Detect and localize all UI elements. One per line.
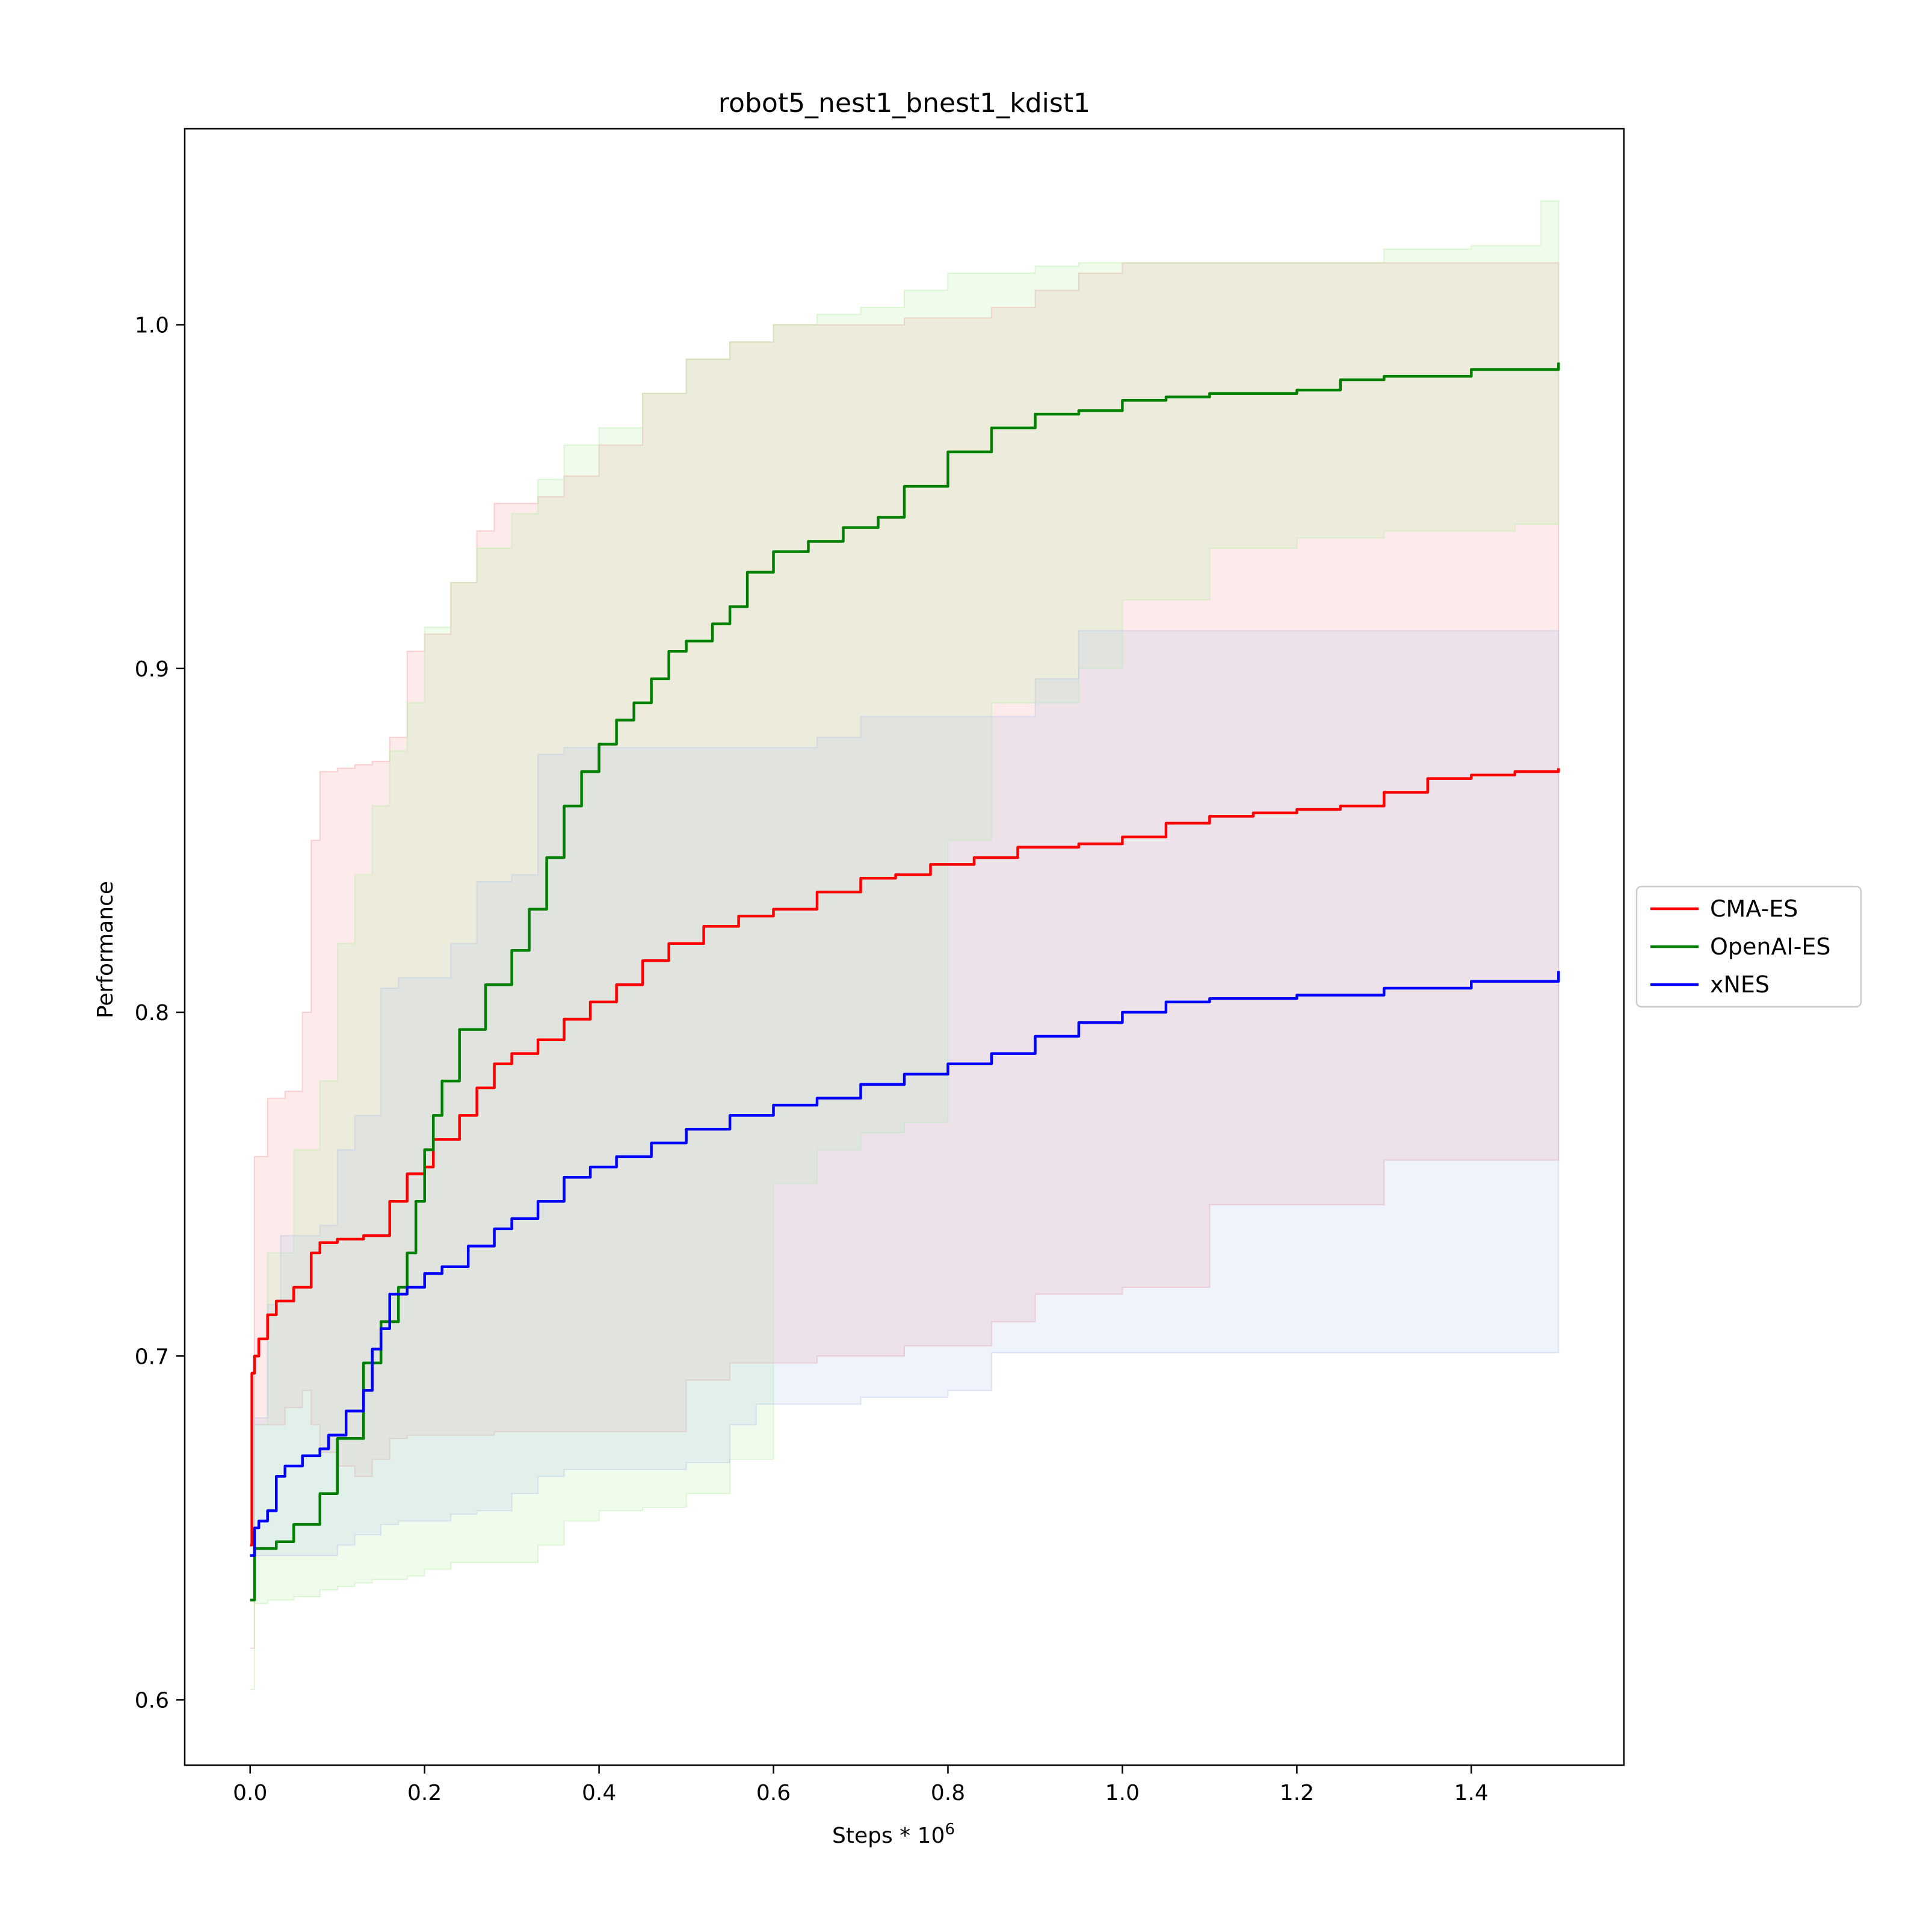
series-line-openai-es bbox=[250, 362, 1560, 1602]
x-tick-label: 0.0 bbox=[233, 1781, 267, 1805]
plot-frame bbox=[184, 128, 1625, 1766]
x-tick-label: 0.2 bbox=[407, 1781, 442, 1805]
chart-title: robot5_nest1_bnest1_kdist1 bbox=[718, 88, 1090, 119]
y-tick-label: 0.6 bbox=[135, 1688, 169, 1713]
x-tick-label: 0.4 bbox=[582, 1781, 616, 1805]
band-cma-es bbox=[250, 262, 1560, 1649]
series-line-xnes bbox=[250, 971, 1560, 1557]
y-tick-label: 0.9 bbox=[135, 657, 169, 682]
legend-label-cma-es: CMA-ES bbox=[1710, 896, 1798, 922]
legend-items: CMA-ES OpenAI-ES xNES bbox=[1650, 896, 1831, 998]
y-tick-label: 0.7 bbox=[135, 1344, 169, 1369]
y-axis: 0.6 0.7 0.8 0.9 1.0 bbox=[135, 314, 185, 1713]
confidence-bands bbox=[250, 200, 1560, 1691]
x-tick-label: 1.0 bbox=[1105, 1781, 1140, 1805]
y-axis-label: Performance bbox=[93, 881, 118, 1018]
x-axis: 0.0 0.2 0.4 0.6 0.8 1.0 1.2 1.4 bbox=[233, 1765, 1489, 1805]
legend-box bbox=[1635, 885, 1862, 1008]
x-axis-label-text: Steps * 10 bbox=[832, 1824, 945, 1848]
legend: CMA-ES OpenAI-ES xNES bbox=[1635, 885, 1862, 1008]
y-tick-label: 0.8 bbox=[135, 1001, 169, 1025]
x-tick-label: 1.4 bbox=[1454, 1781, 1489, 1805]
y-tick-label: 1.0 bbox=[135, 314, 169, 338]
x-tick-label: 1.2 bbox=[1280, 1781, 1314, 1805]
x-tick-label: 0.8 bbox=[931, 1781, 965, 1805]
series-lines bbox=[250, 362, 1560, 1602]
band-openai-es bbox=[250, 200, 1560, 1691]
legend-label-xnes: xNES bbox=[1710, 971, 1770, 998]
x-tick-label: 0.6 bbox=[756, 1781, 791, 1805]
band-xnes bbox=[250, 630, 1560, 1556]
x-axis-label: Steps * 106 bbox=[832, 1820, 955, 1848]
legend-label-openai-es: OpenAI-ES bbox=[1710, 933, 1831, 960]
series-line-cma-es bbox=[250, 768, 1560, 1547]
x-axis-label-exponent: 6 bbox=[945, 1820, 955, 1839]
